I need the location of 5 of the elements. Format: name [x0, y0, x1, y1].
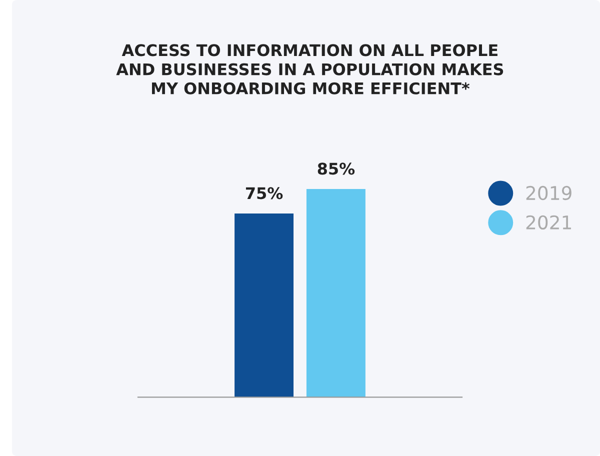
data-label: 85% [318, 162, 355, 175]
legend-label: 2019 [526, 186, 572, 200]
data-label: 75% [246, 187, 283, 200]
legend-label: 2021 [526, 215, 571, 230]
chart-title: ACCESS TO INFORMATION ON ALL PEOPLE AND BUSINESSES IN A POPULATION MAKES MY ONBOARDING MORE EFFICIENT* [116, 44, 504, 94]
